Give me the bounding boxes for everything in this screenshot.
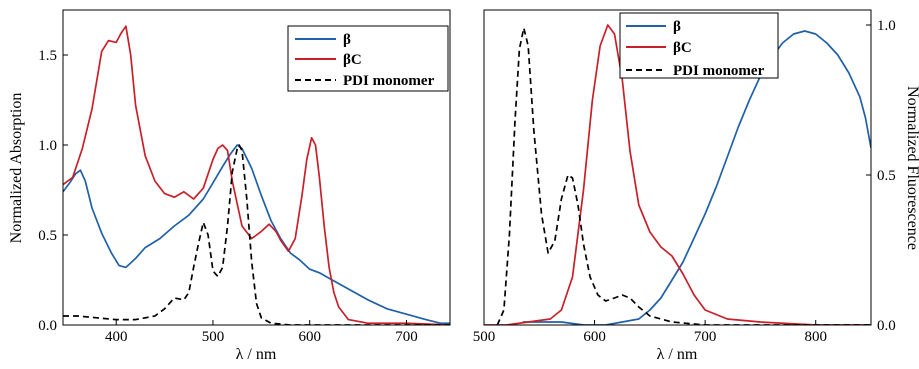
left-y-axis-title: Normalized Absorption bbox=[8, 93, 25, 244]
right-legend: β βC PDI monomer bbox=[619, 12, 779, 79]
right-legend-label-betaC: βC bbox=[673, 40, 692, 56]
right-y-tick-label: 0.0 bbox=[877, 318, 896, 334]
right-series-beta bbox=[522, 30, 871, 325]
right-y-axis-title: Normalized Fluorescence bbox=[904, 86, 919, 250]
left-x-tick-label: 700 bbox=[395, 329, 418, 345]
left-x-tick-label: 400 bbox=[105, 329, 128, 345]
right-legend-label-pdi: PDI monomer bbox=[673, 63, 765, 79]
right-x-tick-label: 700 bbox=[694, 329, 717, 345]
left-x-tick-label: 600 bbox=[298, 329, 321, 345]
left-y-tick-label: 0.5 bbox=[38, 228, 57, 244]
right-x-axis-title: λ / nm bbox=[657, 346, 698, 363]
left-y-tick-label: 1.0 bbox=[38, 138, 57, 154]
right-y-tick-label: 0.5 bbox=[877, 168, 896, 184]
right-legend-label-beta: β bbox=[673, 19, 681, 35]
right-x-tick-label: 500 bbox=[473, 329, 496, 345]
right-x-tick-label: 800 bbox=[804, 329, 827, 345]
left-plot-frame bbox=[62, 9, 451, 326]
left-legend-label-pdi: PDI monomer bbox=[343, 73, 435, 89]
left-legend: β βC PDI monomer bbox=[287, 25, 449, 92]
left-y-tick-label: 0.0 bbox=[38, 318, 57, 334]
left-series-betaC bbox=[63, 25, 450, 325]
right-legend-box bbox=[619, 12, 779, 79]
left-legend-label-betaC: βC bbox=[343, 52, 362, 68]
left-y-tick-label: 1.5 bbox=[38, 48, 57, 64]
left-panel: 400 500 600 700 0.0 0.5 1.0 1.5 λ / nm Normaliz… bbox=[8, 9, 451, 363]
right-series-pdi-monomer bbox=[496, 27, 871, 325]
left-series-beta bbox=[63, 144, 450, 325]
left-series-pdi-monomer bbox=[63, 144, 450, 325]
left-x-axis-title: λ / nm bbox=[236, 346, 277, 363]
left-legend-label-beta: β bbox=[343, 32, 351, 48]
right-ticks-group: 500 600 700 800 0.0 0.5 1.0 bbox=[473, 18, 896, 345]
right-plot-frame bbox=[483, 9, 872, 326]
right-series-betaC bbox=[484, 24, 871, 325]
right-panel: 500 600 700 800 0.0 0.5 1.0 λ / nm Normalized … bbox=[473, 9, 919, 363]
left-series-group bbox=[63, 25, 450, 325]
right-series-group bbox=[484, 24, 871, 325]
left-ticks-group: 400 500 600 700 0.0 0.5 1.0 1.5 bbox=[38, 48, 417, 345]
right-x-tick-label: 600 bbox=[583, 329, 606, 345]
right-y-tick-label: 1.0 bbox=[877, 18, 896, 34]
left-x-tick-label: 500 bbox=[202, 329, 225, 345]
